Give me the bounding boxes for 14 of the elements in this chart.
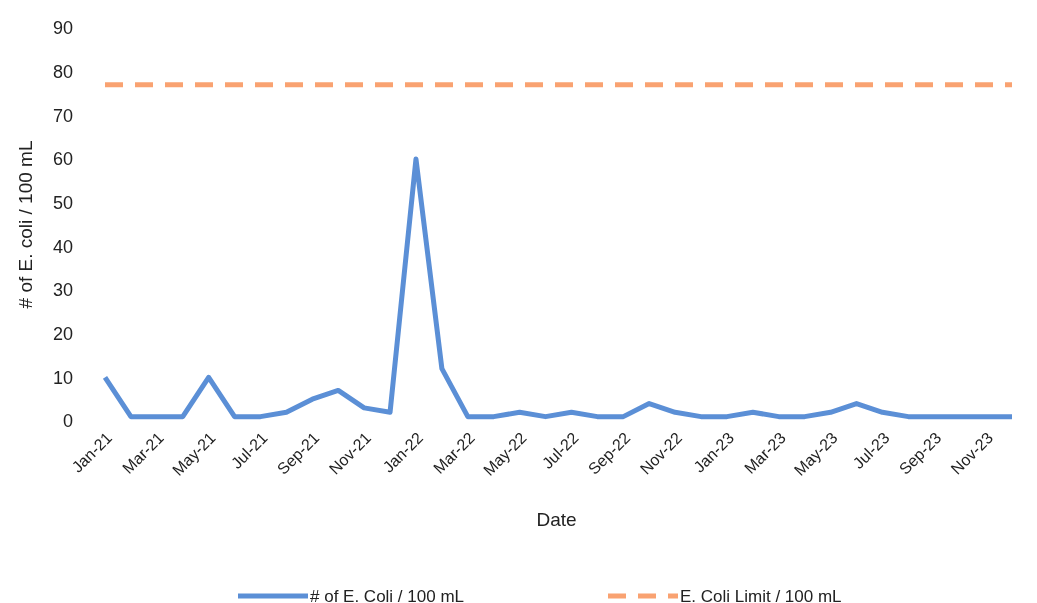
legend-label: E. Coli Limit / 100 mL [680, 586, 842, 603]
y-tick-label: 70 [52, 105, 73, 126]
legend-label: # of E. Coli / 100 mL [310, 586, 465, 603]
y-tick-label: 30 [52, 280, 73, 301]
y-tick-label: 80 [52, 61, 73, 82]
y-tick-label: 0 [62, 411, 73, 432]
y-tick-label: 50 [52, 192, 73, 213]
y-tick-label: 90 [52, 18, 73, 39]
y-tick-label: 10 [52, 367, 73, 388]
x-axis-title: Date [536, 509, 577, 530]
y-axis-title: # of E. coli / 100 mL [15, 140, 36, 309]
y-tick-label: 60 [52, 149, 73, 170]
y-tick-label: 20 [52, 323, 73, 344]
y-tick-label: 40 [52, 236, 73, 257]
